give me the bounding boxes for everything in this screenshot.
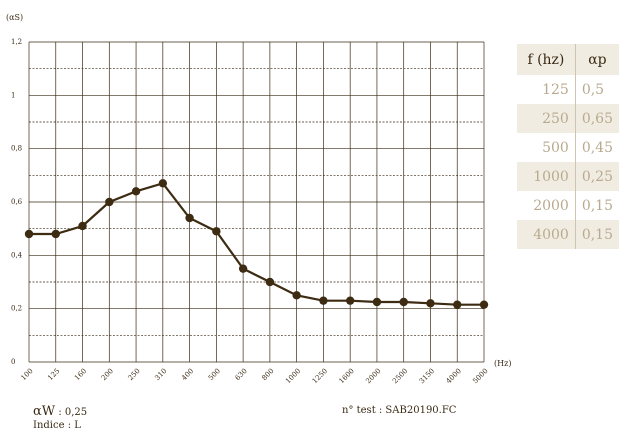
data-point — [399, 297, 408, 307]
y-tick-labels: 0 0,2 0,4 0,6 0,8 1 1,2 — [11, 38, 23, 366]
table-cell-frequency: 125 — [517, 75, 576, 104]
data-line — [29, 182, 484, 306]
table-row: 250 0,65 — [517, 104, 619, 133]
x-tick-labels: 100 125 160 200 250 310 400 500 630 800 1000 1250 16… — [20, 367, 490, 385]
x-tick-label: 2000 — [364, 367, 382, 385]
x-tick-label: 1000 — [284, 367, 302, 385]
data-point — [426, 299, 435, 308]
x-tick-label: 800 — [260, 367, 275, 382]
test-number: n° test : SAB20190.FC — [342, 405, 457, 416]
series-points — [24, 179, 489, 309]
data-point — [78, 221, 87, 231]
table-cell-frequency: 2000 — [517, 191, 576, 220]
table-cell-frequency: 500 — [517, 133, 576, 162]
table-cell-alpha-p: 0,15 — [575, 220, 619, 249]
absorption-table: f (hz) αp 125 0,5 250 0,65 500 0,45 1000… — [517, 44, 619, 249]
y-tick-label: 1,2 — [11, 38, 22, 46]
table-header-frequency: f (hz) — [517, 44, 576, 75]
table-header-alpha-p: αp — [575, 44, 619, 75]
data-point — [345, 296, 355, 305]
x-tick-label: 310 — [153, 367, 168, 382]
y-tick-label: 0,8 — [11, 145, 22, 153]
data-point — [238, 264, 248, 273]
x-tick-label: 3150 — [418, 367, 436, 385]
y-tick-label: 0,2 — [11, 305, 22, 313]
table-cell-frequency: 250 — [517, 104, 576, 133]
y-tick-label: 0,4 — [11, 251, 23, 259]
x-tick-label: 100 — [20, 367, 35, 382]
x-tick-label: 2500 — [391, 367, 409, 385]
x-tick-label: 400 — [180, 367, 195, 382]
x-tick-label: 630 — [234, 367, 249, 382]
aw-symbol: αW — [33, 404, 56, 419]
x-tick-label: 200 — [100, 367, 115, 382]
table-cell-alpha-p: 0,5 — [575, 75, 619, 104]
x-tick-label: 1600 — [338, 367, 356, 385]
y-axis-label: (αS) — [6, 13, 23, 22]
data-point — [185, 213, 194, 223]
table-cell-frequency: 1000 — [517, 162, 576, 191]
data-point — [51, 229, 60, 239]
data-point — [24, 229, 34, 239]
data-point — [158, 179, 168, 188]
x-tick-label: 250 — [127, 367, 142, 382]
table-cell-alpha-p: 0,15 — [575, 191, 619, 220]
data-point — [212, 227, 221, 236]
x-tick-label: 500 — [207, 367, 222, 382]
table-cell-alpha-p: 0,25 — [575, 162, 619, 191]
aw-line: αW : 0,25 — [33, 404, 87, 419]
table-row: 125 0,5 — [517, 75, 619, 104]
data-point — [131, 187, 141, 196]
indice-label: Indice : L — [33, 420, 81, 431]
chart-grid — [28, 41, 485, 363]
aw-value: : 0,25 — [55, 407, 88, 418]
table-row: 500 0,45 — [517, 133, 619, 162]
table-row: 2000 0,15 — [517, 191, 619, 220]
table-cell-frequency: 4000 — [517, 220, 576, 249]
x-tick-label: 5000 — [471, 367, 489, 385]
table-cell-alpha-p: 0,45 — [575, 133, 619, 162]
x-axis-label: (Hz) — [494, 359, 511, 368]
data-point — [319, 296, 328, 305]
data-point — [292, 291, 301, 300]
table-row: 4000 0,15 — [517, 220, 619, 249]
data-point — [372, 297, 382, 307]
x-tick-label: 160 — [73, 367, 88, 382]
data-point — [265, 277, 275, 287]
x-tick-label: 4000 — [445, 367, 463, 385]
series-line — [29, 182, 484, 306]
x-tick-label: 125 — [46, 367, 61, 382]
data-point — [105, 197, 114, 207]
data-point — [453, 300, 462, 309]
y-tick-label: 0,6 — [11, 198, 23, 206]
y-tick-label: 0 — [11, 358, 15, 366]
table-row: 1000 0,25 — [517, 162, 619, 191]
x-tick-label: 1250 — [311, 367, 329, 385]
y-tick-label: 1 — [11, 91, 15, 99]
data-point — [479, 300, 489, 309]
table-cell-alpha-p: 0,65 — [575, 104, 619, 133]
